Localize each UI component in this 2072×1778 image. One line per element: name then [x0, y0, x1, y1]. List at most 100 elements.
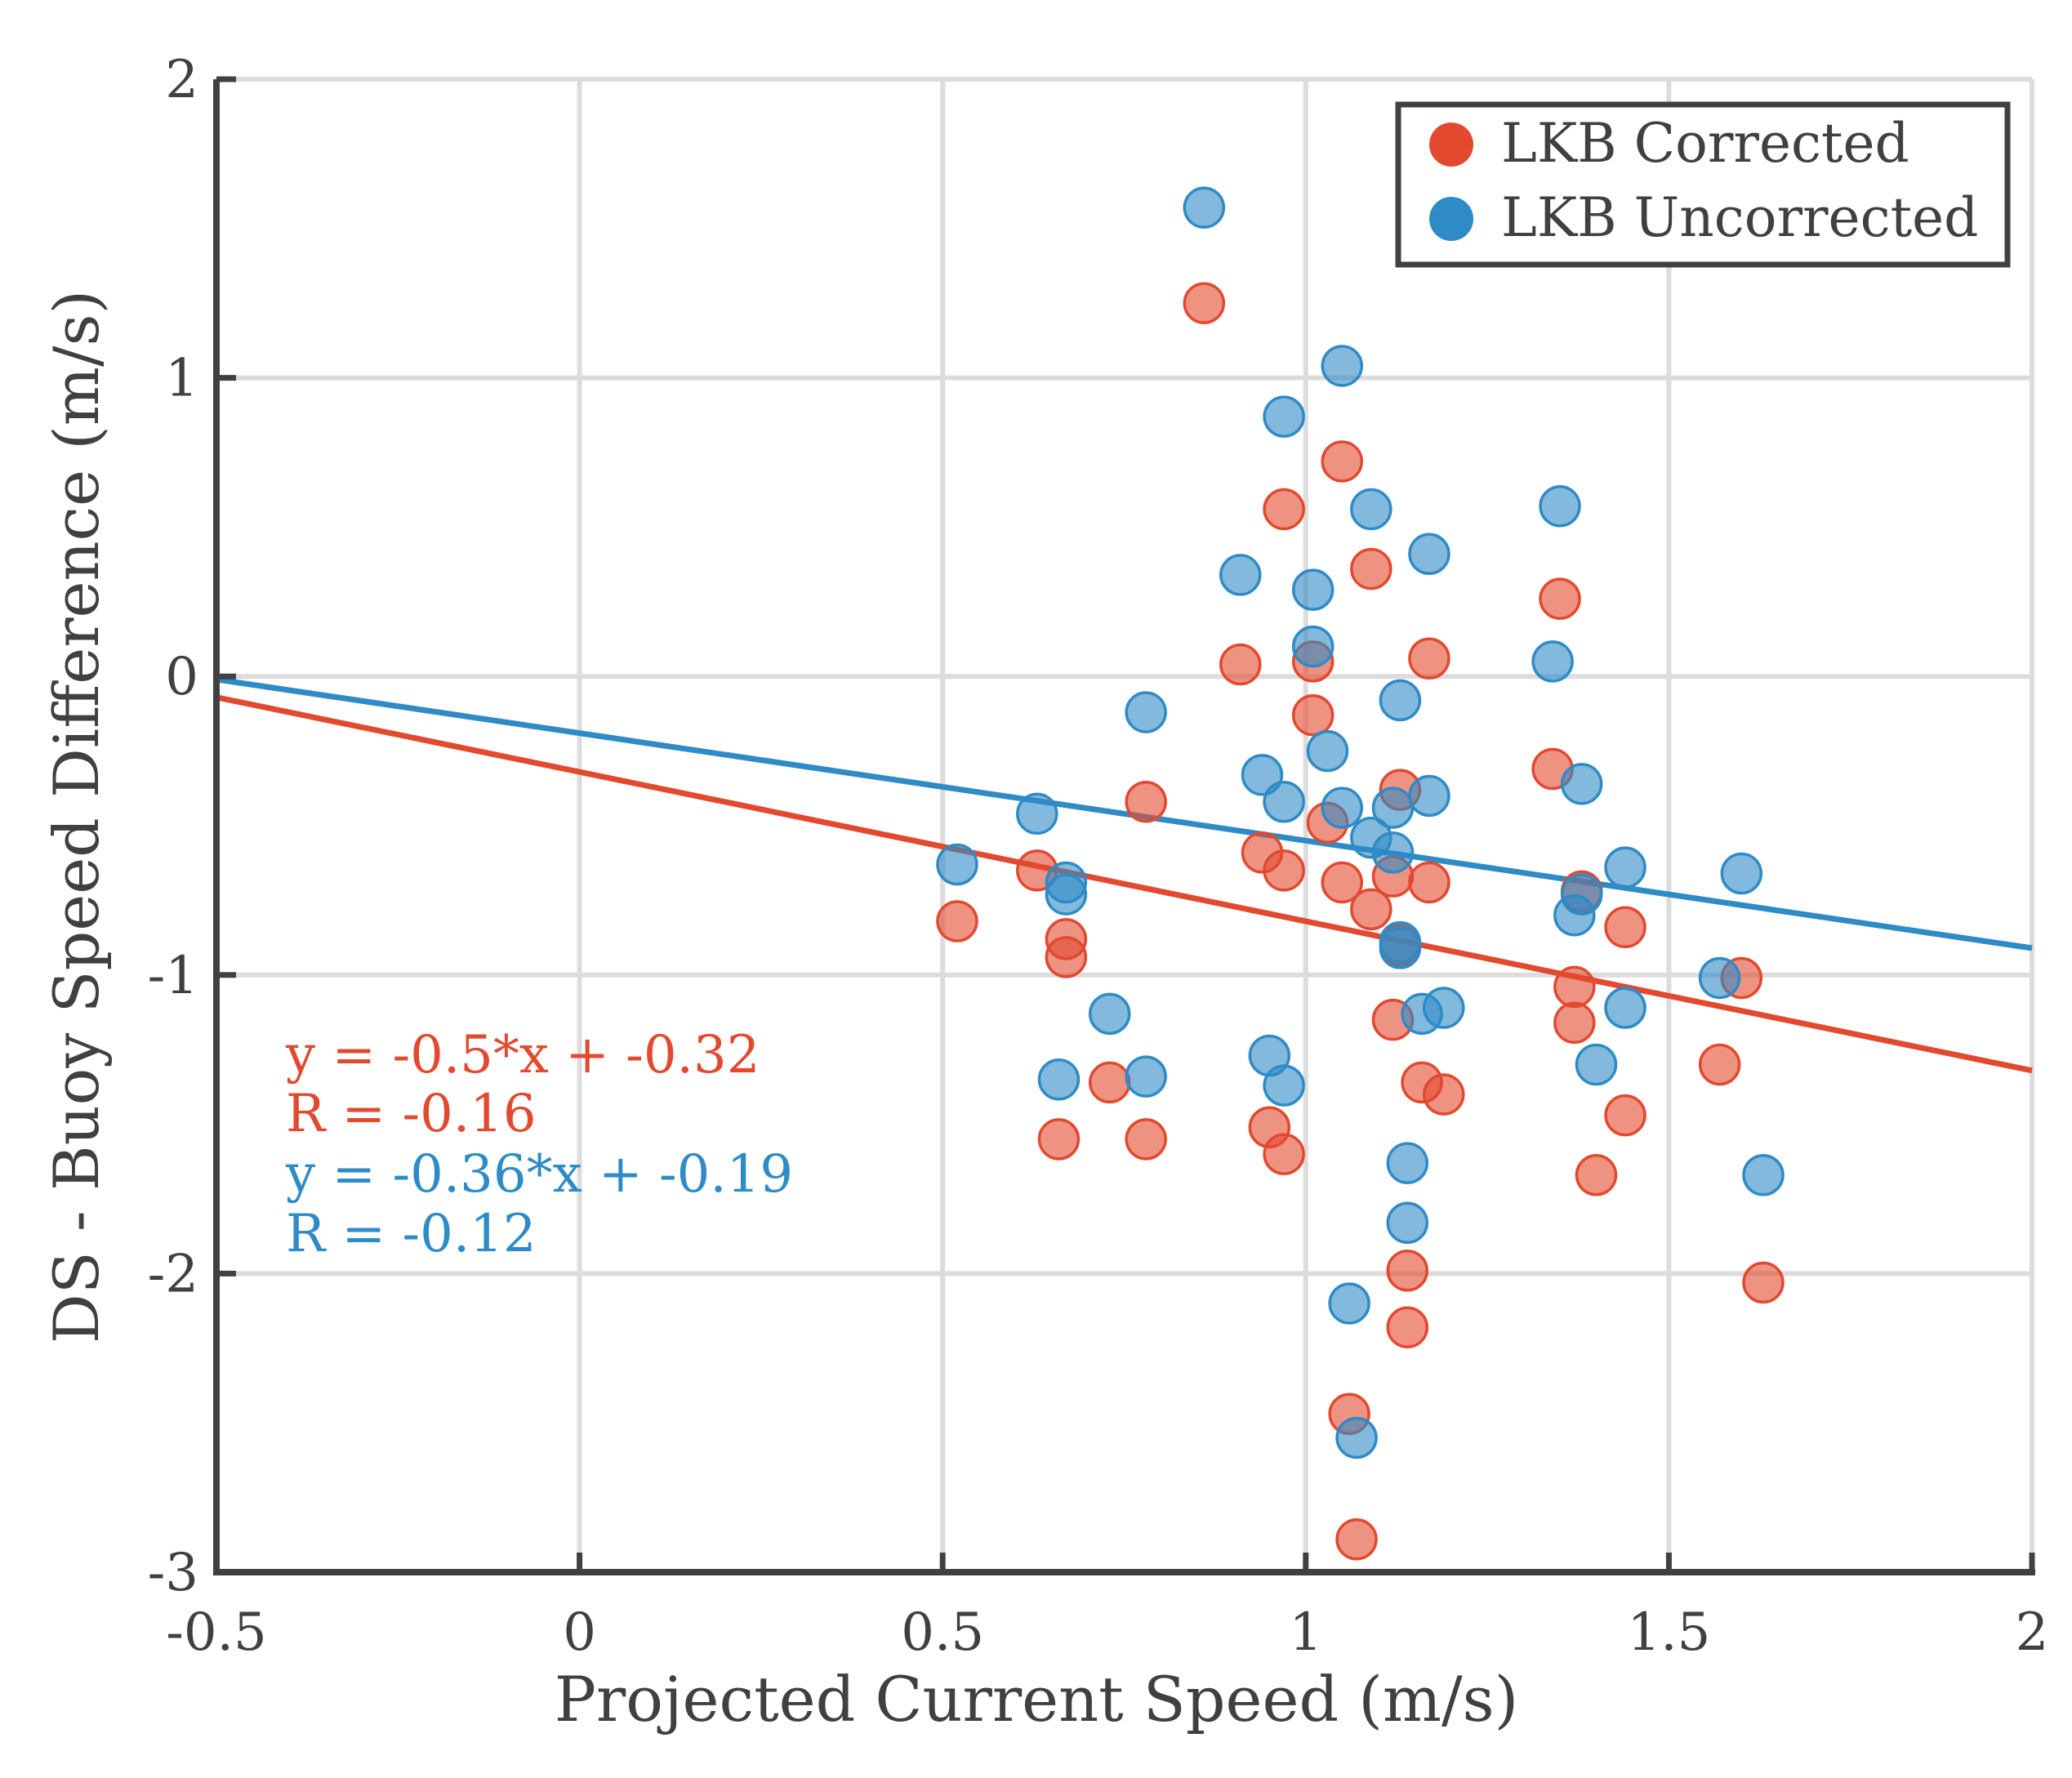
uncorrected-point	[1720, 852, 1763, 895]
tick-labels: -0.5 0 0.5 1 1.5 2 2 1 0 -1 -2 -3	[148, 50, 2049, 1663]
uncorrected-point	[1328, 1282, 1370, 1325]
uncorrected-point	[1560, 763, 1603, 805]
uncorrected-point	[1379, 927, 1422, 969]
corrected-point	[1386, 1306, 1429, 1348]
corrected-point	[1263, 488, 1305, 531]
y-axis-label: DS - Buoy Speed Difference (m/s)	[40, 290, 113, 1344]
uncorrected-point	[1088, 992, 1131, 1036]
corrected-point	[1321, 861, 1364, 904]
uncorrected-point	[1291, 568, 1335, 611]
uncorrected-point	[1045, 873, 1088, 916]
corrected-point	[1698, 1043, 1741, 1086]
legend-label-corrected: LKB Corrected	[1501, 112, 1909, 175]
uncorrected-point	[1291, 625, 1335, 668]
x-tick-label: 1	[1289, 1602, 1322, 1663]
uncorrected-point	[1125, 691, 1167, 733]
corrected-point	[1604, 906, 1646, 949]
corrected-point	[1335, 1518, 1378, 1561]
uncorrected-point	[1742, 1154, 1785, 1196]
x-tick-label: 0	[563, 1602, 596, 1663]
uncorrected-point	[1386, 1201, 1429, 1244]
uncorrected-point	[1379, 679, 1422, 722]
legend-marker-uncorrected	[1429, 197, 1473, 241]
uncorrected-point	[1371, 831, 1415, 874]
corrected-point	[1263, 1133, 1305, 1175]
corrected-point	[1037, 1118, 1081, 1161]
legend-box	[1395, 101, 2011, 268]
uncorrected-fit-line	[216, 676, 2033, 951]
corrected-point	[1553, 1001, 1596, 1045]
uncorrected-fit-equation: y = -0.36*x + -0.19	[285, 1144, 793, 1205]
uncorrected-point	[1321, 345, 1364, 387]
x-tick-label: 0.5	[901, 1602, 984, 1663]
corrected-point	[1553, 965, 1596, 1009]
corrected-point	[1386, 1249, 1429, 1292]
corrected-point	[1183, 282, 1226, 324]
axes	[213, 76, 2035, 1575]
y-tick-label: -2	[148, 1244, 198, 1304]
uncorrected-point	[1408, 533, 1450, 576]
corrected-point	[1350, 888, 1392, 931]
legend-label-uncorrected: LKB Uncorrected	[1501, 186, 1978, 249]
corrected-point	[1291, 693, 1335, 737]
x-axis-label: Projected Current Speed (m/s)	[555, 1663, 1519, 1736]
corrected-fit-line	[216, 694, 2033, 1074]
corrected-point	[1263, 849, 1305, 892]
uncorrected-point	[1698, 956, 1741, 1000]
corrected-point	[1125, 1118, 1167, 1161]
corrected-point	[936, 900, 978, 942]
corrected-point	[1422, 1073, 1465, 1116]
uncorrected-point	[1306, 729, 1349, 773]
y-tick-label: 1	[165, 349, 198, 409]
uncorrected-point	[1335, 1416, 1378, 1459]
uncorrected-point	[1037, 1058, 1081, 1101]
uncorrected-point	[1531, 640, 1574, 683]
uncorrected-point	[1604, 987, 1646, 1029]
uncorrected-point	[1408, 774, 1450, 818]
y-tick-label: 0	[165, 647, 198, 707]
corrected-fit-equation: y = -0.5*x + -0.32	[285, 1025, 760, 1085]
corrected-point	[1045, 936, 1088, 978]
corrected-point	[1321, 440, 1364, 483]
uncorrected-point	[1016, 792, 1058, 836]
annotation-block: y = -0.5*x + -0.32 R = -0.16 y = -0.36*x…	[285, 1025, 793, 1264]
y-tick-label: -1	[148, 946, 198, 1006]
legend-marker-corrected	[1429, 123, 1473, 167]
data-points	[936, 186, 1785, 1561]
x-tick-label: 2	[2016, 1602, 2049, 1663]
uncorrected-point	[1371, 787, 1415, 829]
y-tick-label: 2	[165, 50, 198, 110]
uncorrected-point	[936, 843, 978, 886]
uncorrected-point	[1539, 485, 1581, 528]
uncorrected-point	[1604, 846, 1646, 889]
y-tick-label: -3	[148, 1543, 198, 1603]
legend: LKB Corrected LKB Uncorrected	[1395, 101, 2011, 268]
uncorrected-point	[1263, 781, 1305, 823]
corrected-point	[1125, 781, 1167, 823]
uncorrected-correlation: R = -0.12	[286, 1204, 537, 1264]
corrected-point	[1088, 1061, 1131, 1104]
uncorrected-point	[1321, 787, 1364, 829]
corrected-point	[1575, 1154, 1618, 1196]
uncorrected-point	[1553, 893, 1596, 937]
corrected-point	[1219, 643, 1262, 686]
uncorrected-point	[1401, 992, 1443, 1036]
uncorrected-point	[1386, 1142, 1429, 1184]
corrected-correlation: R = -0.16	[286, 1084, 537, 1144]
uncorrected-point	[1263, 395, 1305, 438]
uncorrected-point	[1219, 554, 1262, 596]
uncorrected-point	[1183, 186, 1226, 229]
x-tick-label: 1.5	[1628, 1602, 1711, 1663]
x-tick-label: -0.5	[166, 1602, 266, 1663]
regression-lines	[216, 676, 2033, 1074]
uncorrected-point	[1575, 1043, 1618, 1086]
uncorrected-point	[1125, 1055, 1167, 1098]
uncorrected-point	[1263, 1064, 1305, 1107]
corrected-point	[1604, 1094, 1646, 1137]
corrected-point	[1539, 577, 1581, 620]
corrected-point	[1408, 861, 1450, 904]
corrected-point	[1408, 637, 1450, 680]
corrected-point	[1742, 1261, 1785, 1304]
corrected-point	[1350, 547, 1392, 590]
